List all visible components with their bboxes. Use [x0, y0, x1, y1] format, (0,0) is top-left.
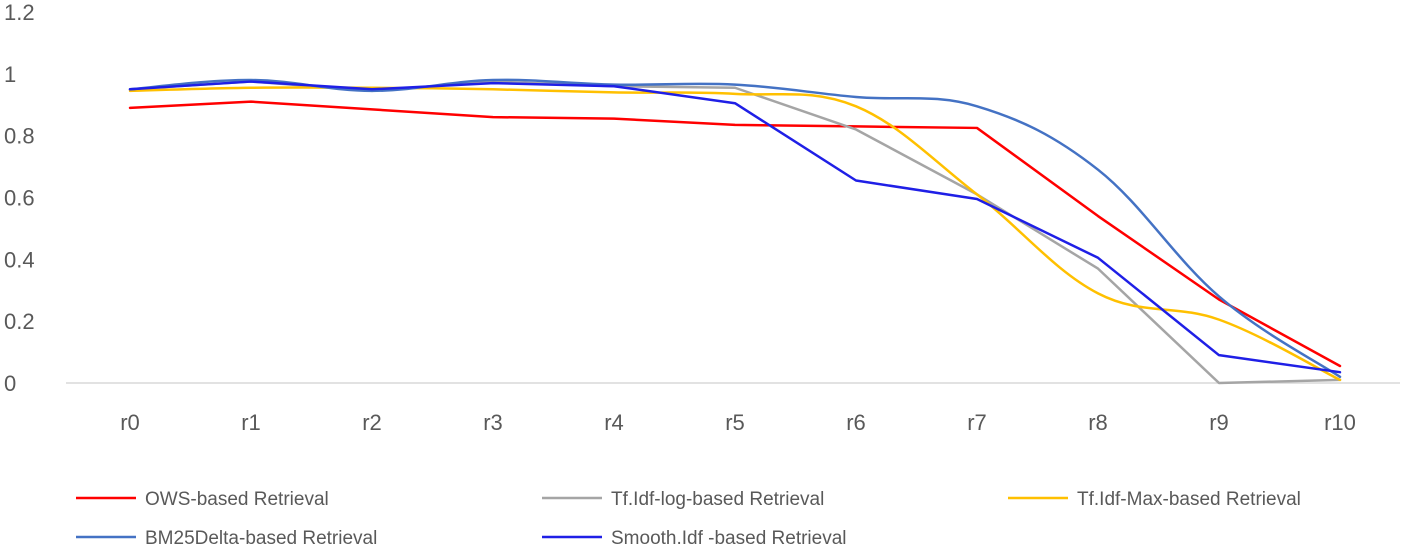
y-tick-label: 0.2 [4, 309, 35, 334]
series-line-5 [128, 80, 1342, 374]
x-tick-label: r3 [483, 410, 503, 435]
y-tick-label: 0 [4, 371, 16, 396]
x-tick-label: r7 [967, 410, 987, 435]
series-line-4 [128, 78, 1342, 379]
legend-label: BM25Delta-based Retrieval [145, 528, 377, 547]
x-tick-label: r4 [604, 410, 624, 435]
y-tick-label: 0.6 [4, 186, 35, 211]
legend-label: Tf.Idf-Max-based Retrieval [1077, 489, 1301, 510]
x-axis-labels: r0 r1 r2 r3 r4 r5 r6 r7 r8 r9 r10 [120, 410, 1356, 435]
legend: OWS-based Retrieval Tf.Idf-log-based Retr… [76, 489, 1301, 549]
legend-label: Smooth.Idf -based Retrieval [611, 528, 847, 547]
y-tick-label: 1 [4, 62, 16, 87]
x-tick-label: r5 [725, 410, 745, 435]
x-tick-label: r1 [241, 410, 261, 435]
x-tick-label: r10 [1324, 410, 1356, 435]
legend-item: Smooth.Idf -based Retrieval [542, 528, 847, 549]
y-axis-labels: 0 0.2 0.4 0.6 0.8 1 1.2 [4, 0, 35, 396]
legend-label: Tf.Idf-log-based Retrieval [611, 489, 824, 510]
series-line-1 [128, 100, 1342, 368]
y-tick-label: 1.2 [4, 0, 35, 25]
legend-label: OWS-based Retrieval [145, 489, 329, 510]
x-tick-label: r9 [1209, 410, 1229, 435]
x-tick-label: r8 [1088, 410, 1108, 435]
legend-item: OWS-based Retrieval [76, 489, 329, 510]
y-tick-label: 0.4 [4, 247, 35, 272]
y-tick-label: 0.8 [4, 124, 35, 149]
legend-item: Tf.Idf-Max-based Retrieval [1008, 489, 1301, 510]
x-tick-label: r6 [846, 410, 866, 435]
x-tick-label: r2 [362, 410, 382, 435]
legend-item: Tf.Idf-log-based Retrieval [542, 489, 824, 510]
series-lines [128, 78, 1342, 385]
legend-item: BM25Delta-based Retrieval [76, 528, 377, 549]
x-tick-label: r0 [120, 410, 140, 435]
